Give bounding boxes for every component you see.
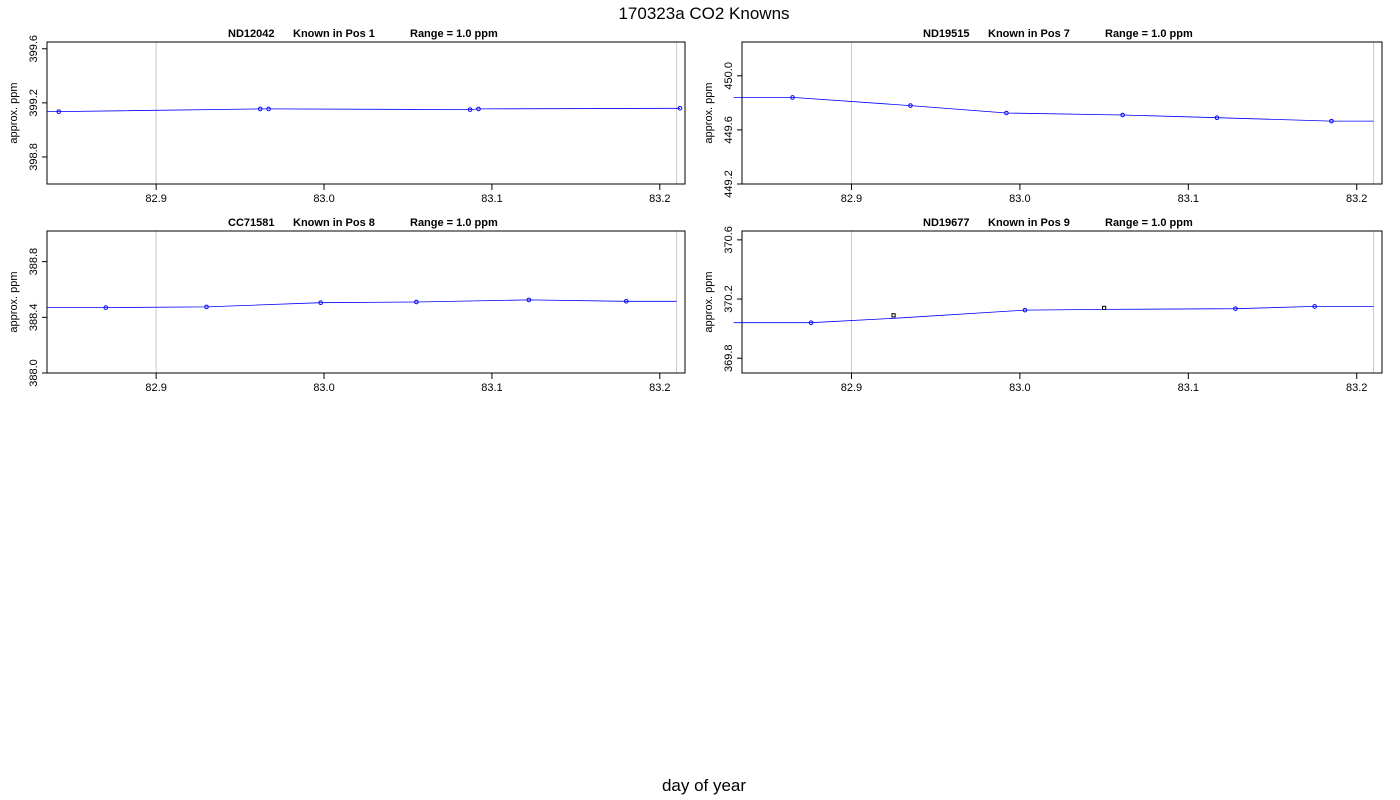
x-tick-label: 83.0 xyxy=(313,382,334,394)
series-line xyxy=(733,97,1374,122)
data-point xyxy=(1022,307,1028,313)
x-tick-label: 83.1 xyxy=(481,382,502,394)
data-point xyxy=(1004,110,1009,116)
x-tick-label: 83.0 xyxy=(1009,382,1030,394)
data-point xyxy=(1329,118,1334,124)
plot-frame xyxy=(741,41,1383,185)
data-point xyxy=(677,105,683,111)
y-tick-label: 388.8 xyxy=(28,248,40,276)
data-point xyxy=(526,297,532,303)
y-tick-label: 399.2 xyxy=(28,89,40,117)
x-tick-label: 83.2 xyxy=(649,382,670,394)
x-tick-label: 82.9 xyxy=(145,382,166,394)
data-point xyxy=(1233,306,1238,311)
y-tick-label: 388.4 xyxy=(28,304,40,332)
x-tick-label: 83.2 xyxy=(1346,382,1367,394)
panel-4: ND19677 Known in Pos 9 Range = 1.0 ppm 82.9… xyxy=(703,217,1383,394)
plot-frame xyxy=(46,41,686,185)
y-axis-label: approx. ppm xyxy=(703,82,715,143)
series-line xyxy=(47,107,681,112)
x-tick-label: 83.2 xyxy=(649,193,670,205)
x-tick-label: 83.0 xyxy=(313,193,334,205)
data-point xyxy=(266,106,271,112)
panel-title-part: CC71581 xyxy=(228,217,274,229)
data-point xyxy=(623,299,629,304)
panel-title-part: Range = 1.0 ppm xyxy=(1105,28,1193,40)
x-tick-label: 83.1 xyxy=(1178,382,1199,394)
data-point xyxy=(103,305,109,310)
y-axis-label: approx. ppm xyxy=(703,271,715,332)
x-tick-label: 83.2 xyxy=(1346,193,1367,205)
y-tick-label: 398.8 xyxy=(28,143,40,171)
panel-title-part: Known in Pos 7 xyxy=(988,28,1070,40)
panel-title-part: Known in Pos 9 xyxy=(988,217,1070,229)
data-point xyxy=(318,300,323,305)
panel-title-part: ND12042 xyxy=(228,28,274,40)
panel-title-part: Range = 1.0 ppm xyxy=(1105,217,1193,229)
data-point xyxy=(257,106,263,112)
panel-title-part: Range = 1.0 ppm xyxy=(410,28,498,40)
plot-frame xyxy=(741,230,1383,374)
x-tick-label: 82.9 xyxy=(145,193,166,205)
data-point xyxy=(790,95,795,100)
y-axis-label: approx. ppm xyxy=(8,82,20,143)
y-tick-label: 399.6 xyxy=(28,35,40,63)
data-point xyxy=(204,304,209,310)
y-tick-label: 369.8 xyxy=(723,344,735,372)
data-point xyxy=(808,320,814,326)
data-point xyxy=(1120,112,1125,118)
data-point xyxy=(908,103,913,108)
y-tick-label: 370.6 xyxy=(723,226,735,254)
panel-1: ND12042 Known in Pos 1 Range = 1.0 ppm 82.9… xyxy=(8,28,686,205)
x-tick-label: 83.1 xyxy=(1178,193,1199,205)
data-point xyxy=(467,107,473,112)
panel-title-part: Known in Pos 8 xyxy=(293,217,375,229)
plot-frame xyxy=(46,230,686,374)
series-line xyxy=(733,305,1374,324)
y-axis-label: approx. ppm xyxy=(8,271,20,332)
panel-title-part: ND19515 xyxy=(923,28,969,40)
y-tick-label: 388.0 xyxy=(28,359,40,387)
figure-x-axis-label: day of year xyxy=(662,776,746,795)
x-tick-label: 82.9 xyxy=(841,382,862,394)
panel-3: CC71581 Known in Pos 8 Range = 1.0 ppm 82.9… xyxy=(8,217,686,394)
data-point xyxy=(1214,115,1220,121)
figure-title: 170323a CO2 Knowns xyxy=(618,4,789,23)
panel-title-part: Range = 1.0 ppm xyxy=(410,217,498,229)
data-point xyxy=(1312,304,1317,309)
x-tick-label: 83.0 xyxy=(1009,193,1030,205)
y-tick-label: 370.2 xyxy=(723,285,735,313)
y-tick-label: 450.0 xyxy=(723,62,735,90)
y-tick-label: 449.6 xyxy=(723,116,735,144)
panel-title-part: ND19677 xyxy=(923,217,969,229)
reference-point xyxy=(891,313,896,318)
panel-title-part: Known in Pos 1 xyxy=(293,28,375,40)
panels-group: ND12042 Known in Pos 1 Range = 1.0 ppm 82.9… xyxy=(8,28,1383,394)
x-tick-label: 83.1 xyxy=(481,193,502,205)
data-point xyxy=(476,106,481,112)
data-point xyxy=(56,109,62,114)
x-tick-label: 82.9 xyxy=(841,193,862,205)
series-line xyxy=(47,299,677,309)
reference-point xyxy=(1102,305,1107,311)
data-point xyxy=(414,299,419,305)
y-tick-label: 449.2 xyxy=(723,170,735,198)
panel-2: ND19515 Known in Pos 7 Range = 1.0 ppm 82.9… xyxy=(703,28,1383,205)
